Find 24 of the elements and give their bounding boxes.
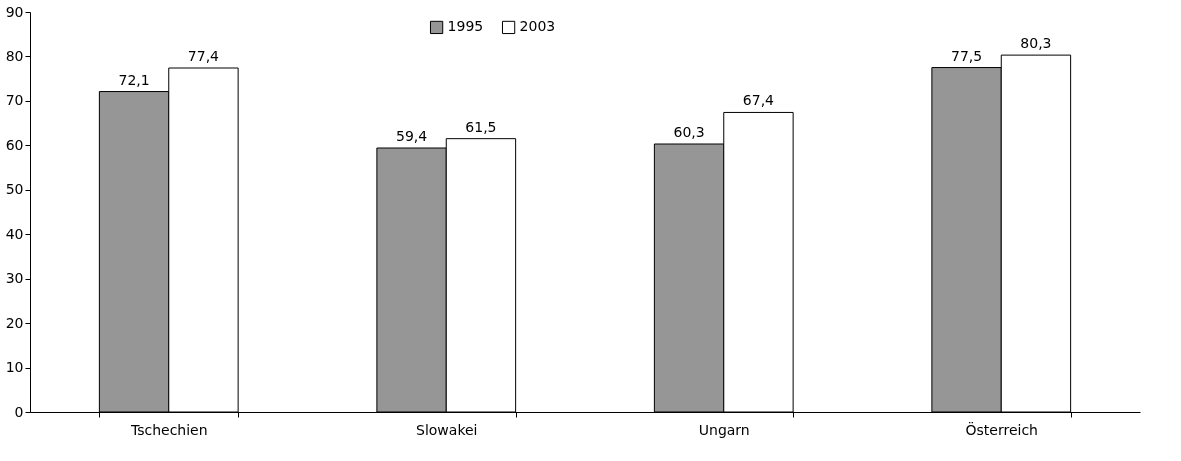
data-label: 59,4 xyxy=(395,128,428,144)
y-tick-label: 40 xyxy=(5,225,24,242)
y-tick-label: 50 xyxy=(5,181,24,198)
y-tick-label: 90 xyxy=(5,3,24,20)
y-tick-label: 80 xyxy=(5,47,24,64)
x-tick-label: Tschechien xyxy=(129,421,208,438)
x-tick-label: Slowakei xyxy=(416,421,478,438)
data-label: 61,5 xyxy=(465,118,497,135)
y-tick-label: 30 xyxy=(5,270,24,287)
data-label: 72,1 xyxy=(118,71,150,88)
data-label: 80,3 xyxy=(1020,35,1052,52)
data-label: 77,4 xyxy=(187,48,220,64)
y-tick-label: 70 xyxy=(5,92,24,109)
y-tick-label: 0 xyxy=(14,403,24,420)
y-tick-label: 10 xyxy=(5,359,24,376)
legend-label: 2003 xyxy=(519,18,556,35)
y-tick-label: 60 xyxy=(5,136,24,153)
x-tick-label: Österreich xyxy=(965,420,1038,438)
data-label: 60,3 xyxy=(673,124,705,140)
x-tick-label: Ungarn xyxy=(698,421,750,438)
legend-label: 1995 xyxy=(447,18,484,35)
data-label: 77,5 xyxy=(950,47,983,64)
y-tick-label: 20 xyxy=(5,314,24,331)
data-label: 67,4 xyxy=(742,92,775,109)
